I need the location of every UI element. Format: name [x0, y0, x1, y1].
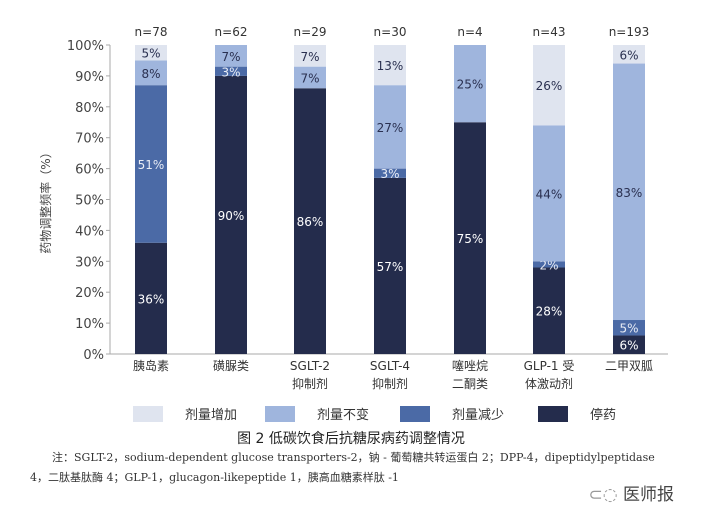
bar-segment [613, 45, 645, 64]
bar-segment [215, 75, 247, 355]
legend-label: 停药 [590, 408, 617, 423]
n-label: n=78 [135, 25, 168, 39]
x-tick-label: SGLT-2 [290, 359, 330, 373]
y-tick-label: 60% [75, 163, 104, 178]
data-label: 26% [536, 79, 563, 93]
bar-segment [294, 66, 326, 89]
bar-segment [613, 320, 645, 336]
data-label: 90% [218, 209, 245, 223]
legend-item: 剂量增加 [133, 404, 237, 423]
data-label: 57% [377, 260, 404, 274]
x-tick-label: 胰岛素 [133, 358, 169, 373]
x-tick-label: 噻唑烷 [452, 358, 488, 373]
bar-segment [135, 45, 167, 61]
n-label: n=193 [609, 25, 650, 39]
data-label: 44% [536, 187, 563, 201]
bar-segment [533, 45, 565, 126]
data-label: 13% [377, 59, 404, 73]
y-tick-label: 70% [75, 132, 104, 147]
legend-label: 剂量不变 [317, 408, 370, 423]
bar-segment [215, 45, 247, 67]
wechat-icon: ⊂◌ [588, 485, 623, 505]
y-tick-label: 40% [75, 224, 104, 239]
x-tick-label: 二酮类 [452, 377, 488, 391]
y-tick-label: 30% [75, 255, 104, 270]
y-tick-label: 10% [75, 317, 104, 332]
n-label: n=30 [374, 25, 407, 39]
stacked-bar-chart: 0% 10% 20% 30% 40% 50% 60% 70% 80% 90% 100% 药物调整频率（… [38, 25, 668, 391]
legend-item: 剂量不变 [265, 404, 369, 423]
legend-item: 停药 [538, 404, 616, 423]
data-label: 8% [141, 67, 160, 81]
figure-note: 注：SGLT-2，sodium-dependent glucose transp… [30, 451, 655, 484]
bar-segment [374, 168, 406, 178]
bar-segment [533, 261, 565, 268]
data-label: 3% [380, 167, 399, 181]
brand-watermark: ⊂◌ 医师报 [589, 480, 674, 505]
data-label: 36% [138, 292, 165, 306]
data-label: 51% [138, 158, 165, 172]
bar-segment [135, 60, 167, 86]
bar-segment [374, 177, 406, 354]
bar-segment [533, 125, 565, 262]
y-tick-label: 100% [67, 39, 104, 54]
legend-label: 剂量增加 [185, 408, 238, 423]
data-label: 86% [297, 215, 324, 229]
data-label: 28% [536, 305, 563, 319]
n-label: n=43 [533, 25, 566, 39]
bar-segment [374, 45, 406, 86]
data-label: 3% [221, 65, 240, 79]
x-tick-label: SGLT-4 [370, 359, 410, 373]
data-label: 5% [619, 322, 638, 336]
legend-label: 剂量减少 [452, 408, 505, 423]
data-label: 7% [221, 50, 240, 64]
data-label: 7% [300, 71, 319, 85]
brand-name: 医师报 [623, 485, 674, 505]
figure-caption: 图 2 低碳饮食后抗糖尿病药调整情况 [237, 431, 465, 447]
n-label: n=29 [294, 25, 327, 39]
bar-segment [613, 335, 645, 354]
x-tick-label: GLP-1 受 [524, 359, 575, 373]
y-tick-label: 50% [75, 194, 104, 209]
data-label: 2% [539, 258, 558, 272]
legend-swatch [400, 405, 430, 422]
bar-segment [454, 45, 486, 123]
bar-segment [454, 122, 486, 354]
bar-segment [294, 45, 326, 67]
bar-segment [374, 85, 406, 169]
x-tick-label: 抑制剂 [292, 376, 328, 391]
x-tick-label: 体激动剂 [525, 376, 573, 391]
bar-segment [215, 66, 247, 76]
y-axis-label: 药物调整频率（%） [38, 146, 53, 253]
y-tick-label: 90% [75, 70, 104, 85]
x-tick-label: 抑制剂 [372, 376, 408, 391]
data-label: 25% [457, 78, 484, 92]
data-label: 5% [141, 47, 160, 61]
data-label: 27% [377, 121, 404, 135]
bar-segment [294, 88, 326, 354]
bar-segment [135, 85, 167, 243]
legend-swatch [538, 405, 568, 422]
data-label: 75% [457, 232, 484, 246]
y-tick-label: 20% [75, 286, 104, 301]
y-tick-label: 80% [75, 101, 104, 116]
data-label: 6% [619, 339, 638, 353]
legend-swatch [265, 405, 295, 422]
bar-segment [533, 267, 565, 354]
legend-swatch [133, 405, 163, 422]
n-label: n=62 [215, 25, 248, 39]
bar-segment [135, 242, 167, 354]
legend-item: 剂量减少 [400, 404, 504, 423]
x-tick-label: 二甲双胍 [605, 358, 653, 373]
x-tick-label: 磺脲类 [213, 359, 249, 373]
bar-segment [613, 63, 645, 321]
y-tick-label: 0% [83, 348, 104, 363]
data-label: 7% [300, 50, 319, 64]
data-label: 6% [619, 48, 638, 62]
n-label: n=4 [457, 25, 482, 39]
data-label: 83% [616, 186, 643, 200]
